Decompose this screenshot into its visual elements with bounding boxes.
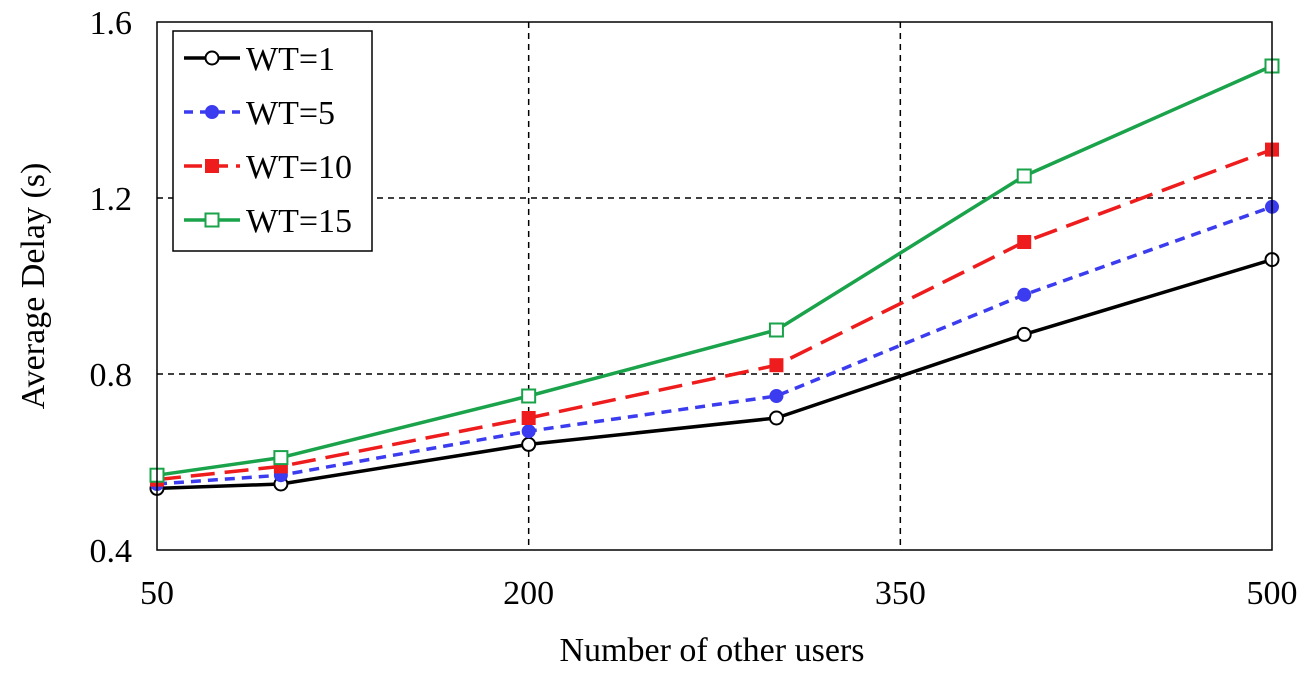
data-point — [1016, 168, 1032, 184]
data-point — [1016, 326, 1032, 342]
legend: WT=1 WT=5 WT=10 WT=15 — [172, 30, 373, 252]
data-point — [521, 424, 536, 439]
legend-marker — [204, 212, 220, 228]
data-point — [768, 410, 784, 426]
series-line — [156, 205, 1273, 486]
x-tick-label: 200 — [503, 575, 554, 612]
data-point — [1017, 235, 1032, 249]
y-tick-label: 0.8 — [90, 357, 133, 394]
data-point — [273, 450, 289, 466]
series-line — [156, 147, 1273, 482]
x-tick-label: 500 — [1247, 575, 1298, 612]
x-axis-title: Number of other users — [560, 632, 865, 669]
data-point — [768, 322, 784, 338]
legend-label: WT=5 — [246, 95, 335, 132]
legend-marker — [204, 50, 220, 66]
legend-label: WT=15 — [246, 203, 352, 240]
legend-marker — [205, 105, 219, 119]
legend-label: WT=1 — [246, 41, 335, 78]
data-point — [1017, 287, 1032, 302]
series-wt-1 — [149, 252, 1280, 496]
data-point — [521, 388, 537, 404]
plot-area-frame — [156, 21, 1273, 551]
data-point — [769, 358, 784, 373]
data-point — [521, 436, 537, 452]
series-line — [156, 64, 1273, 477]
x-tick-label: 50 — [140, 575, 174, 612]
legend-marker — [205, 159, 219, 173]
y-tick-label: 1.6 — [90, 5, 133, 42]
y-axis-title: Average Delay (s) — [15, 163, 52, 410]
data-point — [769, 389, 784, 403]
gridlines — [157, 22, 1272, 550]
data-point — [521, 411, 536, 425]
y-tick-label: 1.2 — [90, 181, 133, 218]
y-tick-label: 0.4 — [90, 533, 133, 570]
tick-labels: 50 200 350 500 0.4 0.8 1.2 1.6 — [90, 5, 1298, 612]
x-tick-label: 350 — [875, 575, 926, 612]
series-line — [156, 257, 1273, 491]
legend-label: WT=10 — [246, 149, 352, 186]
